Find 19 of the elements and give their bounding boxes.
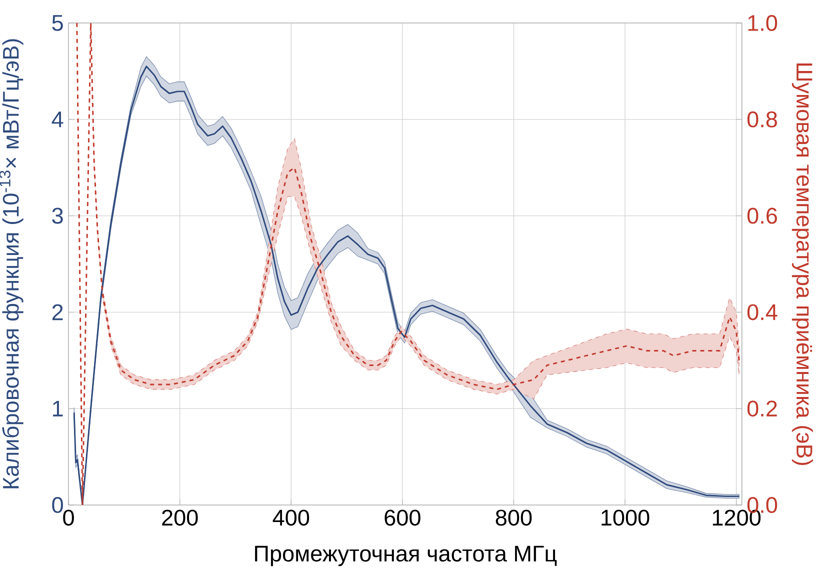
y-tick-label: 2 <box>52 304 63 320</box>
y-tick-label: 1 <box>53 400 63 416</box>
y-tick-label: 5 <box>52 15 63 31</box>
x-tick-label: 200 <box>162 510 198 526</box>
x-tick-label: 600 <box>384 510 420 526</box>
x-tick-label: 0 <box>63 510 74 526</box>
y2-tick-label: 0.2 <box>747 400 777 417</box>
y-tick-label: 4 <box>52 112 64 128</box>
y2-tick-label: 0.4 <box>747 304 778 320</box>
y-tick-label: 0 <box>52 497 63 514</box>
y2-tick-label: 1.0 <box>748 14 778 31</box>
x-tick-label: 400 <box>272 510 310 526</box>
y2-axis-title: Шумовая температура приёмника (эВ) <box>792 64 813 465</box>
y2-tick-label: 0.6 <box>747 208 777 224</box>
y2-tick-label: 0.8 <box>747 111 777 128</box>
x-tick-label: 1000 <box>602 510 650 526</box>
y-tick-label: 3 <box>52 208 63 224</box>
x-tick-label: 800 <box>496 510 532 526</box>
x-axis-title: Промежуточная частота МГц <box>255 546 557 566</box>
